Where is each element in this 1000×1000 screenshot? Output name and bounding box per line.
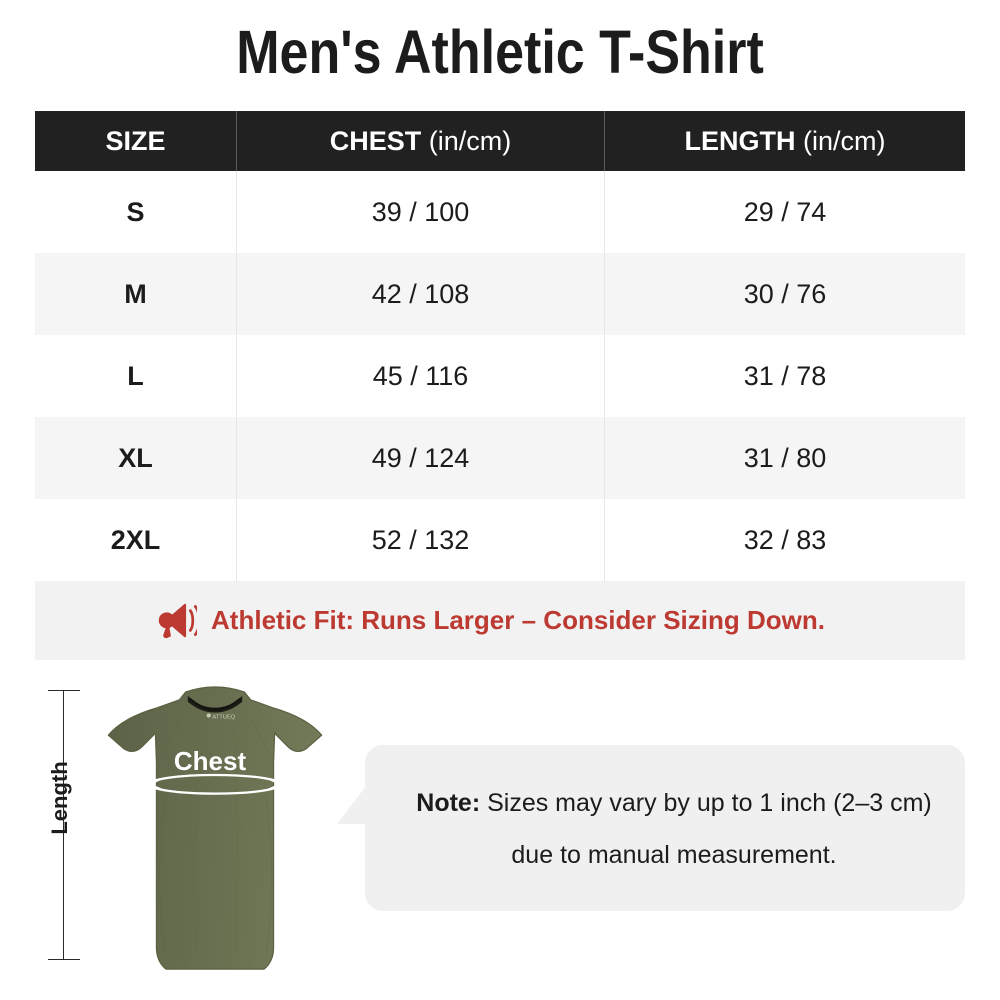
svg-text:ATTUEQ: ATTUEQ: [212, 715, 236, 721]
